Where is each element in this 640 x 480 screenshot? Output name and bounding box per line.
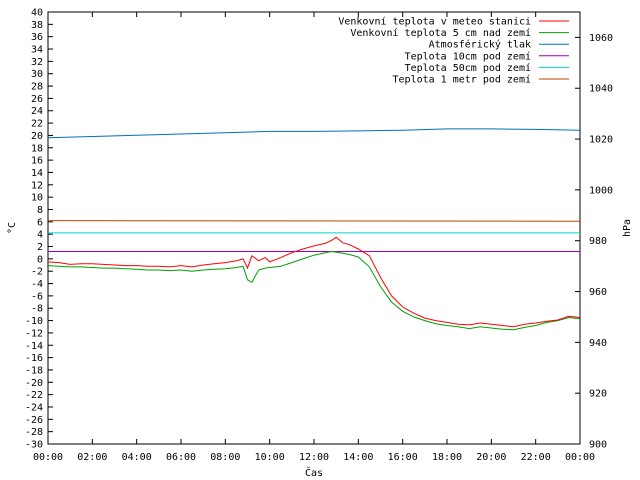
y-right-tick-label: 920 [589,389,607,400]
y-left-tick-label: 14 [31,168,43,179]
legend: Venkovní teplota v meteo staniciVenkovní… [338,16,569,86]
y-left-tick-label: -14 [25,341,43,352]
y-left-tick-label: -22 [25,390,43,401]
y-right-tick-label: 900 [589,440,607,451]
y-right-tick-label: 940 [589,338,607,349]
y-left-tick-label: -6 [31,291,43,302]
x-tick-label: 10:00 [255,452,285,463]
legend-label: Teplota 1 metr pod zemí [393,74,531,86]
y-left-tick-label: -28 [25,427,43,438]
y-left-tick-label: -12 [25,328,43,339]
x-tick-label: 20:00 [476,452,506,463]
y-right-tick-label: 1020 [589,135,613,146]
x-axis-label: Čas [305,466,323,479]
y-left-tick-label: 20 [31,131,43,142]
series-layer [47,128,581,331]
y-left-tick-label: 24 [31,106,43,117]
x-tick-label: 02:00 [77,452,107,463]
y-left-axis-label: °C [7,222,18,234]
y-left-tick-label: 22 [31,119,43,130]
y-left-tick-label: 8 [37,205,43,216]
y-left-tick-label: 34 [31,45,43,56]
legend-label: Venkovní teplota 5 cm nad zemí [350,27,531,39]
y-left-tick-label: 36 [31,32,43,43]
y-left-tick-label: 6 [37,217,43,228]
x-tick-label: 16:00 [388,452,418,463]
x-tick-label: 18:00 [432,452,462,463]
series-line-6 [47,220,581,222]
y-left-tick-label: 40 [31,8,43,19]
legend-label: Venkovní teplota v meteo stanici [338,16,531,28]
y-left-tick-label: 12 [31,180,43,191]
y-left-tick-label: 26 [31,94,43,105]
y-left-tick-label: 2 [37,242,43,253]
legend-label: Teplota 50cm pod zemí [405,62,531,74]
y-left-tick-label: 16 [31,156,43,167]
x-tick-label: 12:00 [299,452,329,463]
series-line-2 [47,250,581,331]
y-right-tick-label: 960 [589,287,607,298]
y-left-tick-label: -4 [31,279,43,290]
ticks-layer: 00:00 02:00 04:00 06:00 08:00 10:00 12:00 14:00… [25,8,613,464]
y-right-tick-label: 1040 [589,84,613,95]
x-tick-label: 00:00 [33,452,63,463]
y-left-tick-label: -16 [25,353,43,364]
y-left-tick-label: -8 [31,304,43,315]
x-tick-label: 22:00 [521,452,551,463]
x-tick-label: 00:00 [565,452,595,463]
y-left-tick-label: 0 [37,254,43,265]
y-right-tick-label: 1060 [589,33,613,44]
y-left-tick-label: 28 [31,82,43,93]
x-tick-label: 06:00 [166,452,196,463]
y-right-tick-label: 1000 [589,185,613,196]
series-line-1 [47,236,581,328]
y-left-tick-label: -20 [25,378,43,389]
y-right-tick-label: 980 [589,236,607,247]
y-left-tick-label: 30 [31,69,43,80]
y-left-tick-label: 10 [31,193,43,204]
y-left-tick-label: 38 [31,20,43,31]
y-left-tick-label: -30 [25,440,43,451]
y-left-tick-label: -26 [25,415,43,426]
y-left-tick-label: -10 [25,316,43,327]
y-left-tick-label: 18 [31,143,43,154]
y-left-tick-label: 32 [31,57,43,68]
y-right-axis-label: hPa [622,219,633,237]
x-tick-label: 14:00 [343,452,373,463]
legend-label: Atmosférický tlak [429,39,531,51]
y-left-tick-label: -18 [25,365,43,376]
x-tick-label: 08:00 [210,452,240,463]
x-tick-label: 04:00 [122,452,152,463]
y-left-tick-label: 4 [37,230,43,241]
legend-label: Teplota 10cm pod zemí [405,50,531,62]
y-left-tick-label: -2 [31,267,43,278]
series-line-3 [47,128,581,139]
y-left-tick-label: -24 [25,402,43,413]
